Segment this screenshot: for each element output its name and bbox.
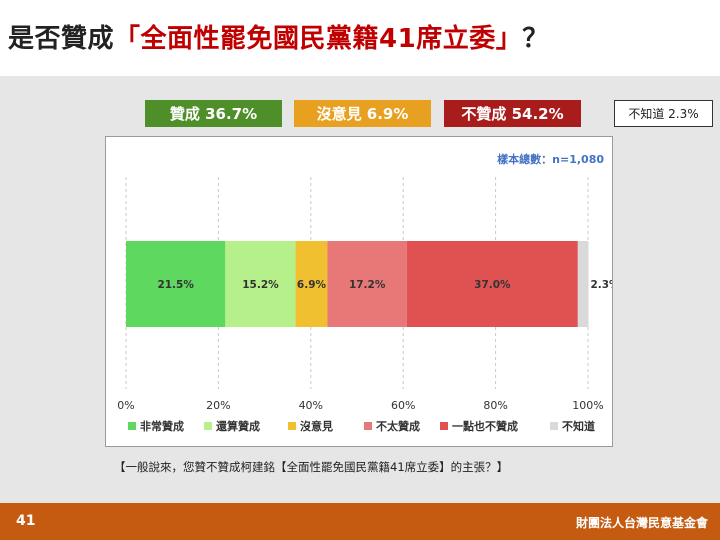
legend-swatch: [128, 422, 136, 430]
sample-size-note: 樣本總數：n=1,080: [497, 153, 604, 166]
bar-segment: [225, 241, 296, 327]
x-tick-label: 80%: [483, 399, 507, 412]
legend-label: 不太贊成: [376, 419, 420, 433]
bar-segment: [406, 241, 578, 327]
page-number: 41: [16, 513, 36, 529]
summary-no-opinion-label: 沒意見 6.9%: [316, 105, 409, 123]
legend-label: 沒意見: [300, 419, 333, 433]
stacked-bar-chart: 0% 20% 40% 60% 80% 100% 21.5% 15.2% 6.9% 17.2% 37.…: [117, 177, 612, 433]
summary-approve-label: 贊成 36.7%: [169, 105, 258, 123]
bar-data-label: 17.2%: [349, 279, 386, 291]
legend-swatch: [288, 422, 296, 430]
legend-label: 不知道: [562, 419, 595, 433]
x-tick-label: 60%: [391, 399, 415, 412]
summary-no-opinion: 沒意見 6.9%: [294, 100, 431, 127]
title-bar: 是否贊成「全面性罷免國民黨籍41席立委」？: [0, 0, 720, 76]
question-text: 【一般說來，您贊不贊成柯建銘【全面性罷免國民黨籍41席立委】的主張？】: [114, 460, 509, 474]
legend-swatch: [550, 422, 558, 430]
summary-disapprove-label: 不贊成 54.2%: [461, 105, 564, 123]
chart-panel: 樣本總數：n=1,080 0% 20% 40% 60% 80% 100% 21.5% 15.2…: [105, 136, 613, 447]
legend-label: 非常贊成: [140, 419, 184, 433]
title-prefix: 是否贊成: [8, 24, 115, 54]
bar-segment: [577, 241, 589, 327]
bar-data-label: 37.0%: [474, 279, 511, 291]
bar-data-label: 15.2%: [242, 279, 279, 291]
legend-swatch: [364, 422, 372, 430]
summary-unknown: 不知道 2.3%: [614, 100, 713, 127]
x-tick-label: 40%: [299, 399, 323, 412]
x-tick-label: 100%: [572, 399, 603, 412]
bar-segment: [126, 241, 226, 327]
page-title: 是否贊成「全面性罷免國民黨籍41席立委」？: [8, 18, 549, 55]
bar-data-label: 6.9%: [297, 279, 327, 291]
x-tick-label: 20%: [206, 399, 230, 412]
title-highlight: 「全面性罷免國民黨籍41席立委」: [114, 24, 523, 54]
bar-data-label: 21.5%: [157, 279, 194, 291]
bar-data-label: 2.3%: [590, 279, 612, 291]
bar-segment: [295, 241, 328, 327]
legend-swatch: [204, 422, 212, 430]
bar-segment: [327, 241, 407, 327]
organization-name: 財團法人台灣民意基金會: [575, 516, 708, 530]
legend-swatch: [440, 422, 448, 430]
summary-approve: 贊成 36.7%: [145, 100, 282, 127]
summary-disapprove: 不贊成 54.2%: [444, 100, 581, 127]
footer-bar: 41 財團法人台灣民意基金會: [0, 503, 720, 540]
legend-label: 還算贊成: [216, 419, 260, 433]
summary-unknown-label: 不知道 2.3%: [628, 107, 699, 121]
legend-label: 一點也不贊成: [452, 419, 518, 433]
title-suffix: ？: [522, 24, 549, 54]
x-tick-label: 0%: [117, 399, 134, 412]
